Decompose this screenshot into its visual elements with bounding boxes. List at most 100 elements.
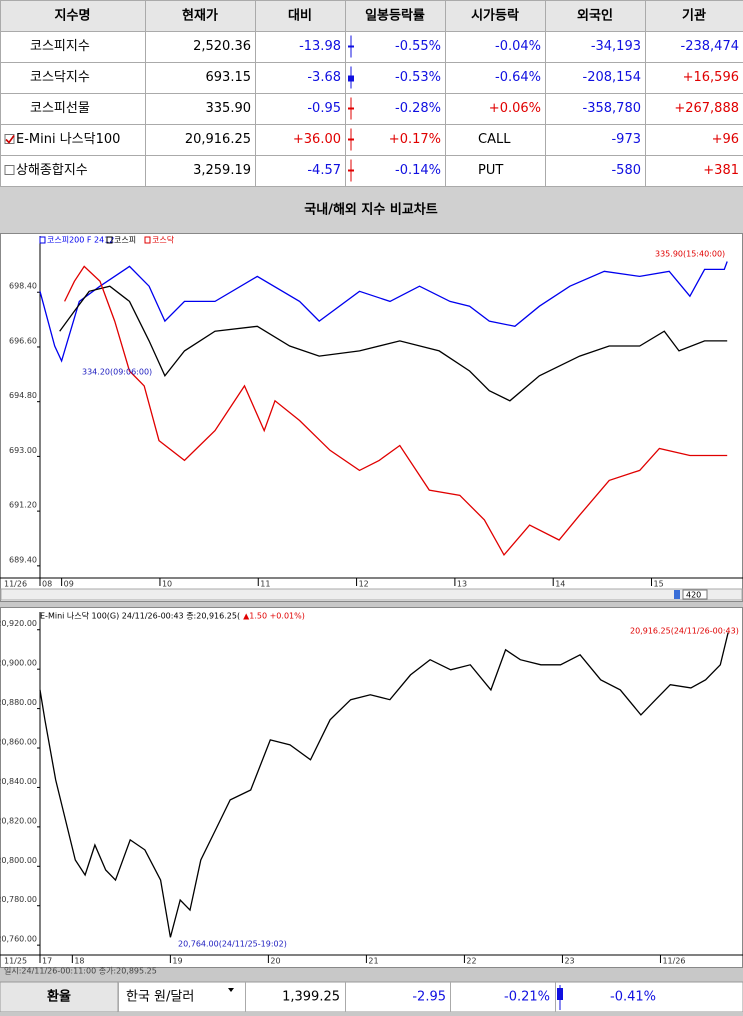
scrollbar[interactable] [0,588,743,601]
index-name: E-Mini 나스닥100 [16,132,120,147]
scroll-thumb[interactable] [674,590,680,599]
legend-label: 코스피 [114,236,136,245]
fx-change: -2.95 [412,990,446,1005]
index-name: 코스피지수 [30,39,90,54]
table-cell: -0.14% [395,163,441,178]
y-tick-label: 20,920.00 [0,619,37,628]
table-cell: -208,154 [583,70,641,85]
y-tick-label: 20,860.00 [0,738,37,747]
checkbox[interactable] [4,134,15,144]
legend-label: 코스피200 F 2412 [47,236,114,245]
x-tick-label: 12 [359,580,369,589]
section-bar [0,187,743,233]
x-tick-label: 11 [260,580,270,589]
y-tick-label: 20,800.00 [0,856,37,865]
y-tick-label: 20,880.00 [0,698,37,707]
table-cell: -580 [611,163,641,178]
table-cell: -358,780 [583,101,641,116]
table-header-bg [0,0,743,31]
x-tick-label: 15 [654,580,664,589]
x-tick-label: 08 [42,580,52,589]
index-name: 코스피선물 [30,101,90,116]
candle-body [348,138,354,141]
option-label: CALL [478,132,511,147]
table-cell: -0.04% [495,39,541,54]
y-tick-label: 20,840.00 [0,777,37,786]
chart-header-change: ▲1.50 +0.01%) [243,612,305,621]
table-cell: +36.00 [293,132,341,147]
checkmark [5,135,15,144]
table-cell: 20,916.25 [185,132,251,147]
scroll-value: 420 [686,591,701,600]
y-tick-label: 20,780.00 [0,895,37,904]
table-cell: +96 [712,132,739,147]
date-label: 11/25 [4,957,27,966]
y-tick-label: 20,760.00 [0,935,37,944]
table-cell: 335.90 [206,101,252,116]
series-line [39,632,729,938]
chart-frame [0,233,743,602]
table-cell: +0.06% [489,101,541,116]
section-title: 국내/해외 지수 비교차트 [304,202,437,218]
x-tick-label: 09 [64,580,74,589]
table-cell: -0.64% [495,70,541,85]
fx-day-rate: -0.41% [610,990,656,1005]
table-cell: 3,259.19 [193,163,251,178]
dropdown-arrow[interactable] [228,988,234,992]
y-tick-label: 693.00 [9,446,37,455]
fx-candle-body [557,988,563,1000]
table-header: 현재가 [182,8,218,24]
x-tick-label: 18 [74,957,84,966]
series-line [59,285,728,402]
table-header: 시가등락 [471,9,519,24]
table-cell: -238,474 [681,39,739,54]
y-tick-label: 691.20 [9,501,37,510]
table-header: 외국인 [577,8,613,24]
date-label: 11/26 [4,580,27,589]
table-header: 지수명 [55,8,91,24]
table-cell: +381 [703,163,739,178]
chart-frame [0,607,743,968]
table-cell: +267,888 [674,101,739,116]
table-cell: 693.15 [206,70,252,85]
x-tick-label: 10 [162,580,172,589]
table-cell: 2,520.36 [193,39,251,54]
legend-label: 코스닥 [152,235,175,245]
annotation: 20,916.25(24/11/26-00:43) [630,627,739,636]
fx-currency[interactable]: 한국 원/달러 [126,990,194,1005]
y-tick-label: 698.40 [9,282,37,291]
table-cell: -34,193 [591,39,641,54]
y-tick-label: 696.60 [9,336,37,345]
x-tick-label: 21 [368,957,378,966]
checkbox[interactable] [4,165,15,175]
table-cell: -0.55% [395,39,441,54]
table-cell: -0.95 [307,101,341,116]
y-tick-label: 694.80 [9,391,37,400]
x-tick-label: 13 [457,580,467,589]
candle-body [348,169,354,172]
table-cell: -3.68 [307,70,341,85]
x-tick-label: 20 [270,957,280,966]
table-header: 대비 [288,9,312,24]
fx-price: 1,399.25 [282,990,340,1005]
legend-swatch [144,236,151,244]
fx-rate: -0.21% [504,990,550,1005]
y-tick-label: 689.40 [9,555,37,564]
table-cell: +16,596 [683,70,739,85]
candle-body [348,45,354,48]
chart-header: E-Mini 나스닥 100(G) 24/11/26-00:43 종:20,91… [40,611,240,621]
x-tick-label: 23 [564,957,574,966]
index-name: 상해종합지수 [16,163,88,178]
table-cell: +0.17% [389,132,441,147]
annotation: 20,764.00(24/11/25-19:02) [178,940,287,949]
annotation: 334.20(09:06:00) [82,368,152,377]
x-tick-label: 17 [42,957,52,966]
status-line: 일시:24/11/26-00:11:00 종가:20,895.25 [4,967,157,976]
scroll-input[interactable] [682,589,708,600]
table-cell: -0.53% [395,70,441,85]
table-cell: -973 [611,132,641,147]
option-label: PUT [478,163,503,178]
legend-swatch [39,236,46,244]
candle-body [348,107,354,110]
